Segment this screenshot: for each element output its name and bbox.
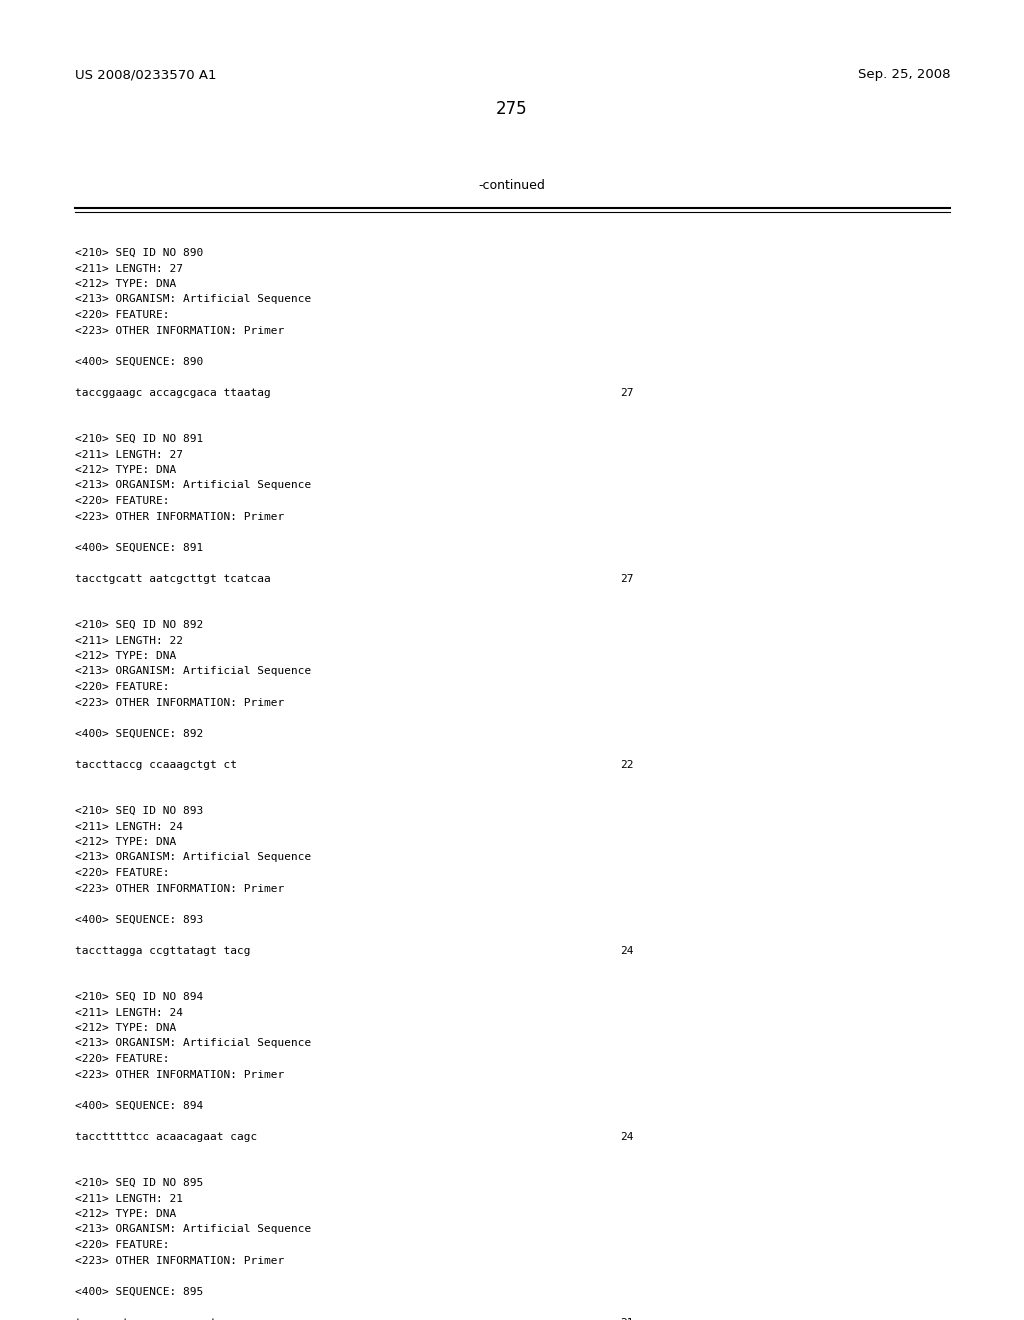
Text: tacctttttcc acaacagaat cagc: tacctttttcc acaacagaat cagc — [75, 1131, 257, 1142]
Text: <210> SEQ ID NO 890: <210> SEQ ID NO 890 — [75, 248, 203, 257]
Text: <210> SEQ ID NO 894: <210> SEQ ID NO 894 — [75, 993, 203, 1002]
Text: <210> SEQ ID NO 892: <210> SEQ ID NO 892 — [75, 620, 203, 630]
Text: -continued: -continued — [478, 180, 546, 191]
Text: taccttagga ccgttatagt tacg: taccttagga ccgttatagt tacg — [75, 945, 251, 956]
Text: <212> TYPE: DNA: <212> TYPE: DNA — [75, 1023, 176, 1034]
Text: taccggaagc accagcgaca ttaatag: taccggaagc accagcgaca ttaatag — [75, 388, 270, 397]
Text: <213> ORGANISM: Artificial Sequence: <213> ORGANISM: Artificial Sequence — [75, 480, 311, 491]
Text: 27: 27 — [620, 573, 634, 583]
Text: <223> OTHER INFORMATION: Primer: <223> OTHER INFORMATION: Primer — [75, 1255, 285, 1266]
Text: <211> LENGTH: 21: <211> LENGTH: 21 — [75, 1193, 183, 1204]
Text: taccttaccg ccaaagctgt ct: taccttaccg ccaaagctgt ct — [75, 759, 237, 770]
Text: <220> FEATURE:: <220> FEATURE: — [75, 682, 170, 692]
Text: <220> FEATURE:: <220> FEATURE: — [75, 869, 170, 878]
Text: <210> SEQ ID NO 893: <210> SEQ ID NO 893 — [75, 807, 203, 816]
Text: 22: 22 — [620, 759, 634, 770]
Text: 275: 275 — [497, 100, 527, 117]
Text: <213> ORGANISM: Artificial Sequence: <213> ORGANISM: Artificial Sequence — [75, 1225, 311, 1234]
Text: <212> TYPE: DNA: <212> TYPE: DNA — [75, 1209, 176, 1218]
Text: <212> TYPE: DNA: <212> TYPE: DNA — [75, 465, 176, 475]
Text: <213> ORGANISM: Artificial Sequence: <213> ORGANISM: Artificial Sequence — [75, 853, 311, 862]
Text: <220> FEATURE:: <220> FEATURE: — [75, 1053, 170, 1064]
Text: <211> LENGTH: 22: <211> LENGTH: 22 — [75, 635, 183, 645]
Text: <400> SEQUENCE: 890: <400> SEQUENCE: 890 — [75, 356, 203, 367]
Text: <223> OTHER INFORMATION: Primer: <223> OTHER INFORMATION: Primer — [75, 1069, 285, 1080]
Text: <210> SEQ ID NO 895: <210> SEQ ID NO 895 — [75, 1177, 203, 1188]
Text: <223> OTHER INFORMATION: Primer: <223> OTHER INFORMATION: Primer — [75, 511, 285, 521]
Text: <211> LENGTH: 24: <211> LENGTH: 24 — [75, 821, 183, 832]
Text: <211> LENGTH: 24: <211> LENGTH: 24 — [75, 1007, 183, 1018]
Text: <213> ORGANISM: Artificial Sequence: <213> ORGANISM: Artificial Sequence — [75, 1039, 311, 1048]
Text: Sep. 25, 2008: Sep. 25, 2008 — [857, 69, 950, 81]
Text: <211> LENGTH: 27: <211> LENGTH: 27 — [75, 450, 183, 459]
Text: <220> FEATURE:: <220> FEATURE: — [75, 1239, 170, 1250]
Text: <213> ORGANISM: Artificial Sequence: <213> ORGANISM: Artificial Sequence — [75, 294, 311, 305]
Text: <400> SEQUENCE: 895: <400> SEQUENCE: 895 — [75, 1287, 203, 1296]
Text: 27: 27 — [620, 388, 634, 397]
Text: <220> FEATURE:: <220> FEATURE: — [75, 310, 170, 319]
Text: 24: 24 — [620, 1131, 634, 1142]
Text: 24: 24 — [620, 945, 634, 956]
Text: US 2008/0233570 A1: US 2008/0233570 A1 — [75, 69, 216, 81]
Text: <223> OTHER INFORMATION: Primer: <223> OTHER INFORMATION: Primer — [75, 697, 285, 708]
Text: <400> SEQUENCE: 894: <400> SEQUENCE: 894 — [75, 1101, 203, 1110]
Text: 21: 21 — [620, 1317, 634, 1320]
Text: <400> SEQUENCE: 891: <400> SEQUENCE: 891 — [75, 543, 203, 553]
Text: <223> OTHER INFORMATION: Primer: <223> OTHER INFORMATION: Primer — [75, 883, 285, 894]
Text: <212> TYPE: DNA: <212> TYPE: DNA — [75, 837, 176, 847]
Text: <210> SEQ ID NO 891: <210> SEQ ID NO 891 — [75, 434, 203, 444]
Text: tacgagctga cgacagccat g: tacgagctga cgacagccat g — [75, 1317, 230, 1320]
Text: tacctgcatt aatcgcttgt tcatcaa: tacctgcatt aatcgcttgt tcatcaa — [75, 573, 270, 583]
Text: <213> ORGANISM: Artificial Sequence: <213> ORGANISM: Artificial Sequence — [75, 667, 311, 676]
Text: <400> SEQUENCE: 893: <400> SEQUENCE: 893 — [75, 915, 203, 924]
Text: <212> TYPE: DNA: <212> TYPE: DNA — [75, 279, 176, 289]
Text: <223> OTHER INFORMATION: Primer: <223> OTHER INFORMATION: Primer — [75, 326, 285, 335]
Text: <400> SEQUENCE: 892: <400> SEQUENCE: 892 — [75, 729, 203, 738]
Text: <211> LENGTH: 27: <211> LENGTH: 27 — [75, 264, 183, 273]
Text: <212> TYPE: DNA: <212> TYPE: DNA — [75, 651, 176, 661]
Text: <220> FEATURE:: <220> FEATURE: — [75, 496, 170, 506]
